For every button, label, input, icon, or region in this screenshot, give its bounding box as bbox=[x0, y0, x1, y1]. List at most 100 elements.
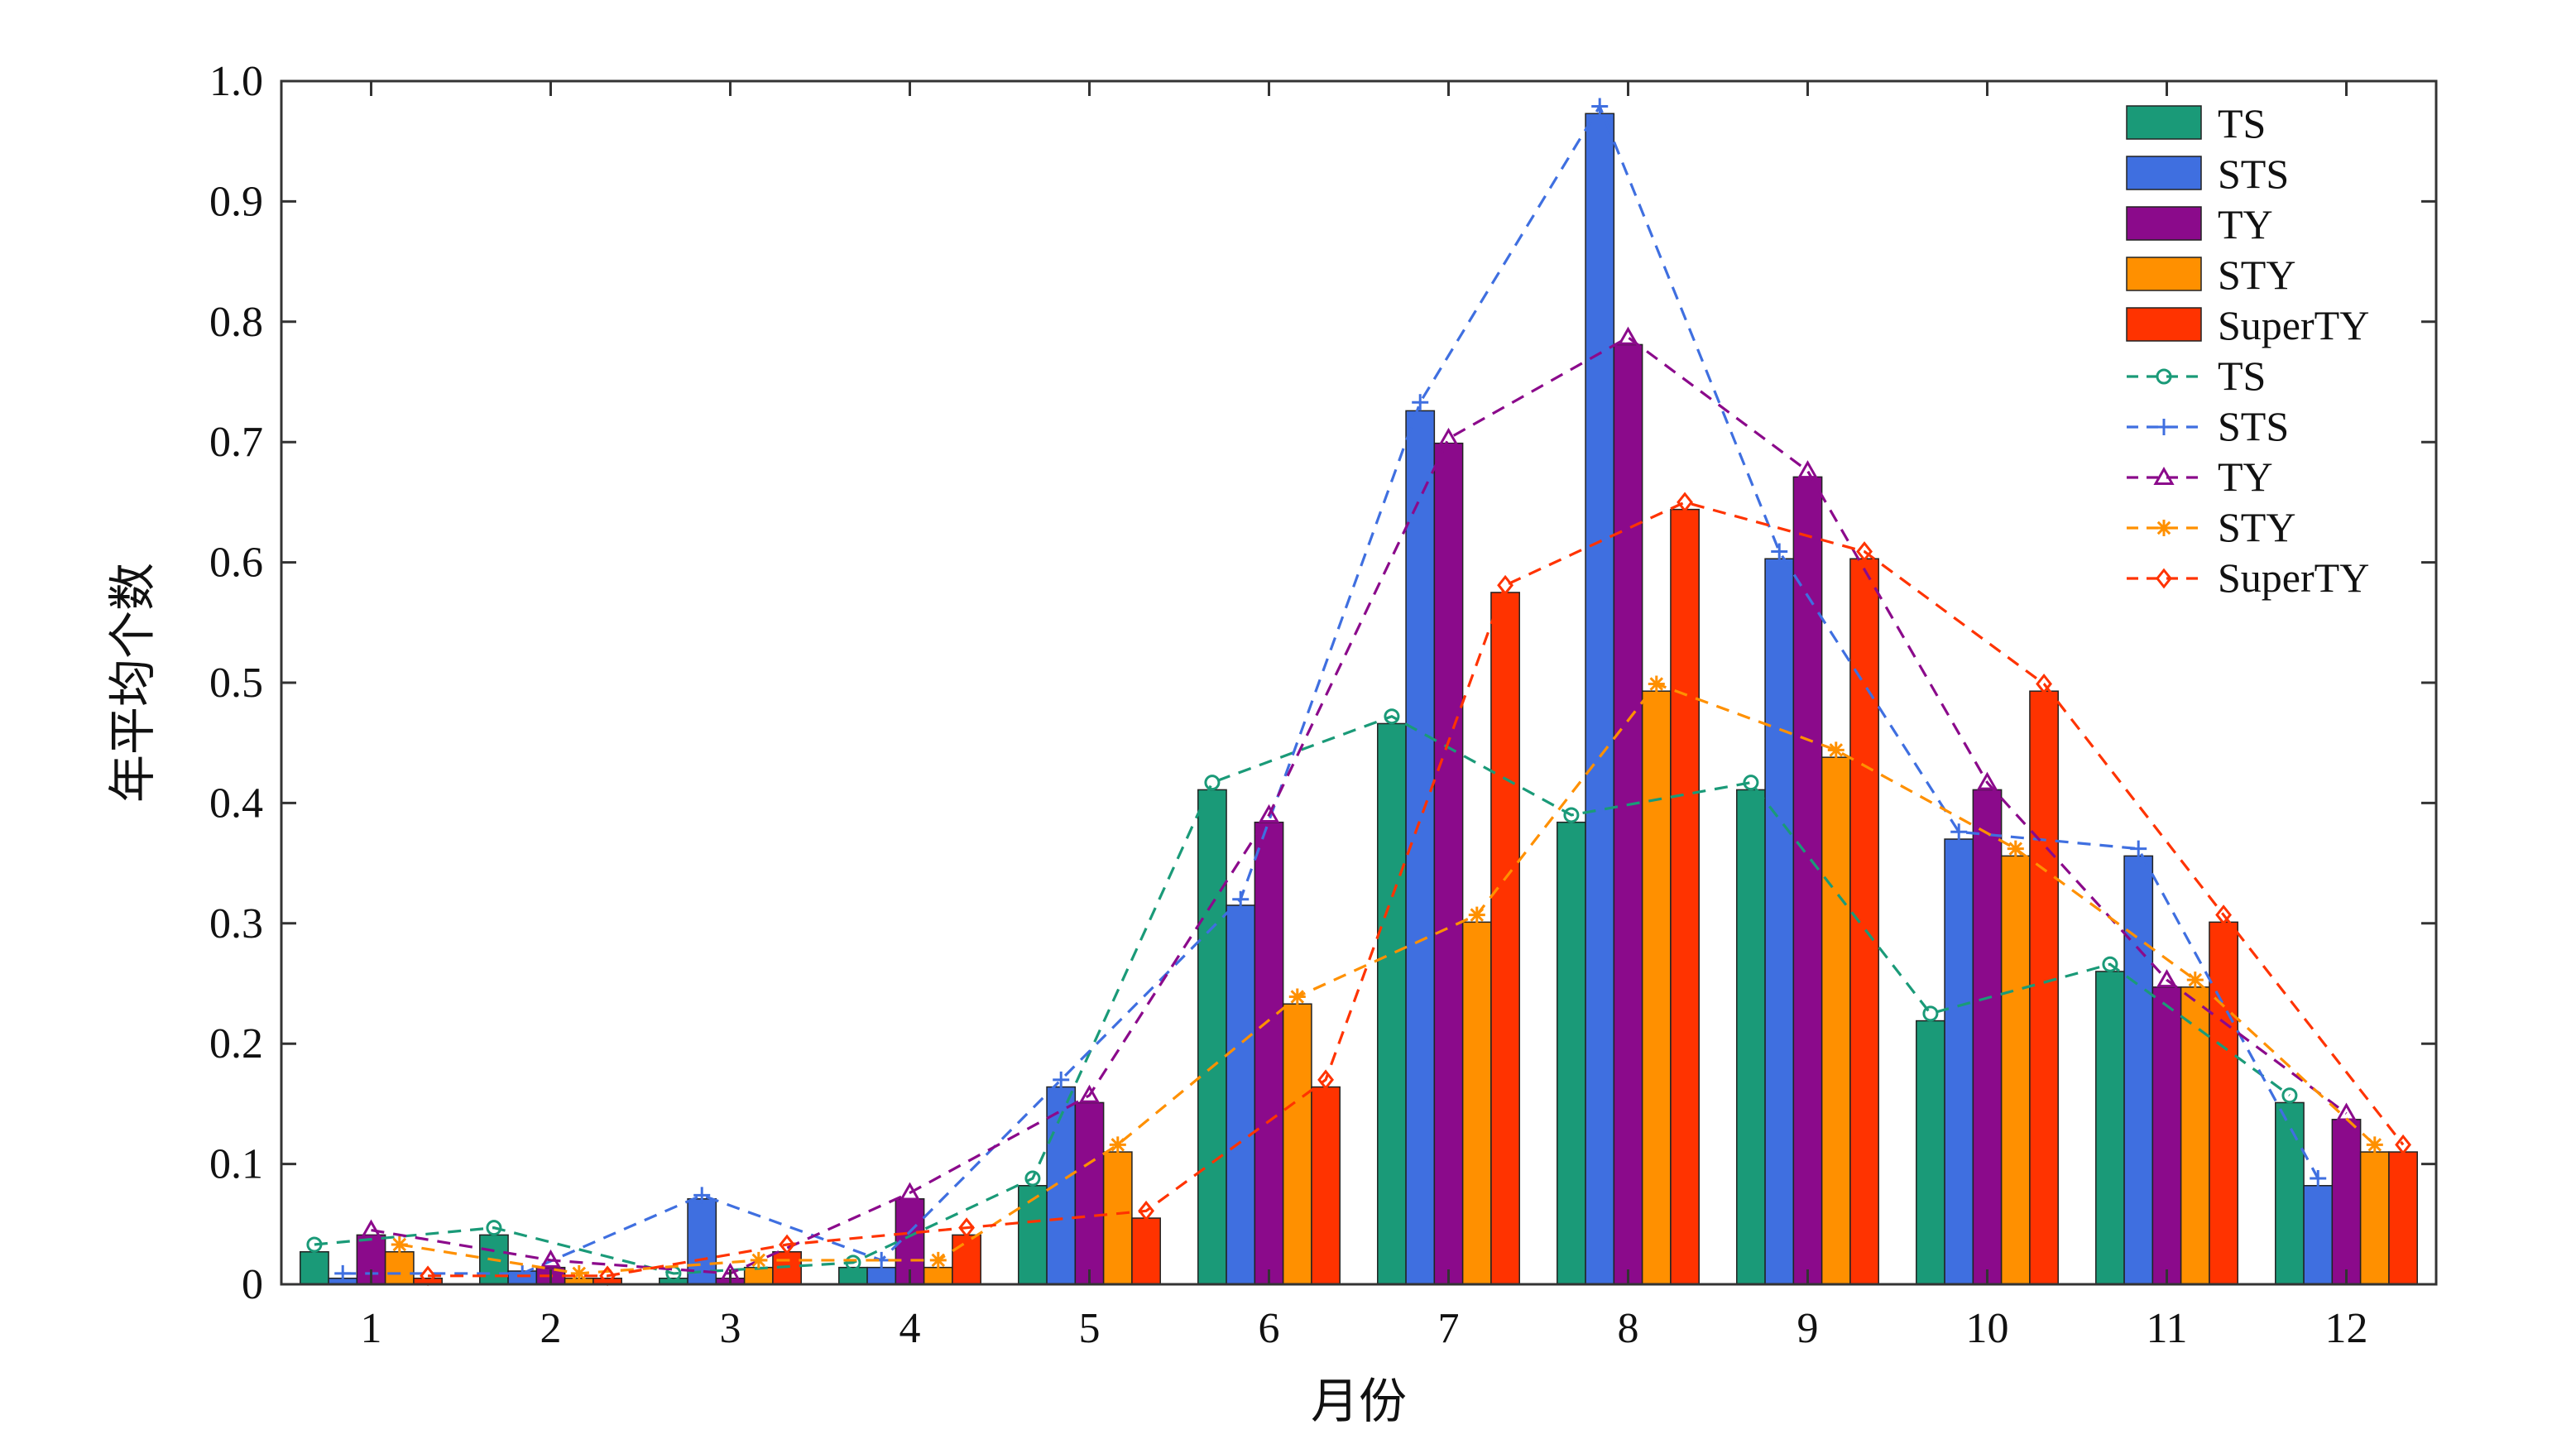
legend-marker-ty bbox=[2153, 466, 2175, 485]
bar-sts-8 bbox=[1585, 113, 1615, 1285]
fit-point-ty-4 bbox=[899, 1182, 921, 1201]
fit-point-superty-10 bbox=[2036, 674, 2052, 694]
legend-label: TS bbox=[2218, 100, 2266, 146]
bar-ts-1 bbox=[300, 1250, 329, 1285]
legend-swatch-superty bbox=[2126, 307, 2202, 342]
bar-ty-5 bbox=[1074, 1101, 1105, 1285]
fit-point-ty-5 bbox=[1078, 1084, 1101, 1103]
bar-sty-1 bbox=[384, 1250, 415, 1285]
fit-lines-layer bbox=[306, 98, 2411, 1287]
y-tick-label: 0 bbox=[242, 1261, 263, 1308]
fit-point-ty-11 bbox=[2156, 969, 2178, 988]
bar-ty-10 bbox=[1972, 789, 2003, 1285]
bar-sts-9 bbox=[1764, 558, 1795, 1285]
fit-point-sty-4 bbox=[929, 1251, 947, 1269]
fit-point-sty-3 bbox=[750, 1251, 767, 1269]
fit-point-ty-2 bbox=[540, 1249, 562, 1268]
fit-point-sts-7 bbox=[1412, 394, 1429, 411]
fit-point-sts-11 bbox=[2130, 840, 2147, 857]
x-tick-label: 2 bbox=[540, 1305, 562, 1352]
y-tick-label: 0.1 bbox=[209, 1141, 263, 1188]
fit-point-sty-11 bbox=[2186, 971, 2204, 989]
y-tick-label: 0.2 bbox=[209, 1020, 263, 1067]
bar-ts-12 bbox=[2275, 1101, 2305, 1285]
fit-point-ts-2 bbox=[486, 1220, 502, 1236]
bar-sts-5 bbox=[1046, 1086, 1077, 1285]
bar-superty-7 bbox=[1490, 592, 1520, 1285]
legend-label: TY bbox=[2218, 453, 2273, 500]
bar-ty-8 bbox=[1613, 343, 1643, 1285]
fit-point-sty-9 bbox=[1827, 741, 1844, 759]
bar-sty-5 bbox=[1102, 1151, 1133, 1285]
fit-point-ty-1 bbox=[360, 1219, 382, 1238]
bar-superty-10 bbox=[2029, 690, 2059, 1285]
y-tick-label: 0.7 bbox=[209, 419, 263, 466]
y-tick-label: 0.4 bbox=[209, 780, 263, 827]
fit-point-sts-10 bbox=[1950, 823, 1968, 841]
bar-ts-6 bbox=[1197, 789, 1227, 1285]
bar-sts-12 bbox=[2303, 1185, 2334, 1285]
bar-ty-6 bbox=[1254, 821, 1284, 1285]
x-tick-label: 7 bbox=[1438, 1305, 1460, 1352]
fit-point-ts-6 bbox=[1204, 775, 1221, 791]
bar-sty-7 bbox=[1461, 921, 1492, 1285]
bar-superty-4 bbox=[952, 1234, 981, 1285]
fit-point-sty-7 bbox=[1468, 906, 1485, 923]
fit-point-ts-4 bbox=[845, 1255, 861, 1271]
fit-point-sty-1 bbox=[391, 1236, 408, 1254]
legend-swatch-ty bbox=[2126, 206, 2202, 241]
bar-superty-12 bbox=[2388, 1151, 2418, 1285]
bar-sty-11 bbox=[2180, 986, 2210, 1285]
fit-point-ts-8 bbox=[1563, 807, 1580, 823]
fit-point-sts-3 bbox=[693, 1187, 711, 1204]
fit-point-superty-11 bbox=[2215, 904, 2232, 926]
bar-ty-12 bbox=[2331, 1119, 2362, 1285]
bar-sty-4 bbox=[923, 1266, 953, 1285]
legend-label: STS bbox=[2218, 151, 2289, 197]
x-axis-label: 月份 bbox=[1311, 1374, 1407, 1428]
fit-point-superty-4 bbox=[958, 1217, 975, 1239]
bar-sts-10 bbox=[1944, 838, 1974, 1285]
bar-superty-8 bbox=[1670, 508, 1700, 1285]
fit-point-superty-6 bbox=[1317, 1069, 1334, 1091]
x-tick-label: 4 bbox=[899, 1305, 921, 1352]
fit-line-ts bbox=[314, 714, 2291, 1275]
legend-marker-sts bbox=[2156, 419, 2172, 435]
fit-point-ts-9 bbox=[1743, 775, 1759, 791]
y-tick-label: 0.9 bbox=[209, 178, 263, 225]
x-tick-label: 12 bbox=[2325, 1305, 2368, 1352]
y-tick-label: 0.6 bbox=[209, 540, 263, 587]
bar-sty-12 bbox=[2359, 1151, 2390, 1285]
fit-line-superty bbox=[428, 501, 2405, 1278]
x-tick-label: 1 bbox=[361, 1305, 382, 1352]
fit-line-ty bbox=[371, 335, 2348, 1275]
fit-point-ty-10 bbox=[1976, 771, 1998, 790]
fit-point-ty-8 bbox=[1617, 326, 1639, 345]
fit-point-sty-6 bbox=[1288, 988, 1306, 1005]
fit-point-sts-8 bbox=[1591, 98, 1609, 115]
fit-point-superty-3 bbox=[779, 1234, 795, 1255]
bar-superty-9 bbox=[1849, 558, 1879, 1285]
bar-sty-10 bbox=[2000, 855, 2031, 1285]
bar-sty-9 bbox=[1820, 756, 1851, 1285]
legend-label: TS bbox=[2218, 353, 2266, 399]
bar-superty-6 bbox=[1311, 1086, 1341, 1285]
legend-marker-ts bbox=[2156, 368, 2172, 385]
legend-swatch-sts bbox=[2126, 156, 2202, 190]
y-tick-label: 0.5 bbox=[209, 660, 263, 707]
fit-point-superty-7 bbox=[1497, 574, 1513, 596]
fit-point-sty-5 bbox=[1109, 1136, 1126, 1154]
bar-sty-6 bbox=[1282, 1003, 1312, 1285]
fit-point-ts-1 bbox=[306, 1236, 323, 1253]
legend-marker-superty bbox=[2156, 568, 2172, 589]
fit-point-sty-8 bbox=[1648, 675, 1665, 693]
fit-point-superty-12 bbox=[2395, 1134, 2411, 1155]
x-tick-label: 5 bbox=[1079, 1305, 1101, 1352]
x-tick-label: 8 bbox=[1618, 1305, 1639, 1352]
legend-swatch-ts bbox=[2126, 105, 2202, 140]
fit-point-ts-11 bbox=[2102, 956, 2118, 972]
bar-ts-9 bbox=[1736, 789, 1766, 1285]
legend-label: SuperTY bbox=[2218, 302, 2369, 348]
x-tick-label: 11 bbox=[2146, 1305, 2187, 1352]
bar-ts-8 bbox=[1557, 821, 1586, 1285]
